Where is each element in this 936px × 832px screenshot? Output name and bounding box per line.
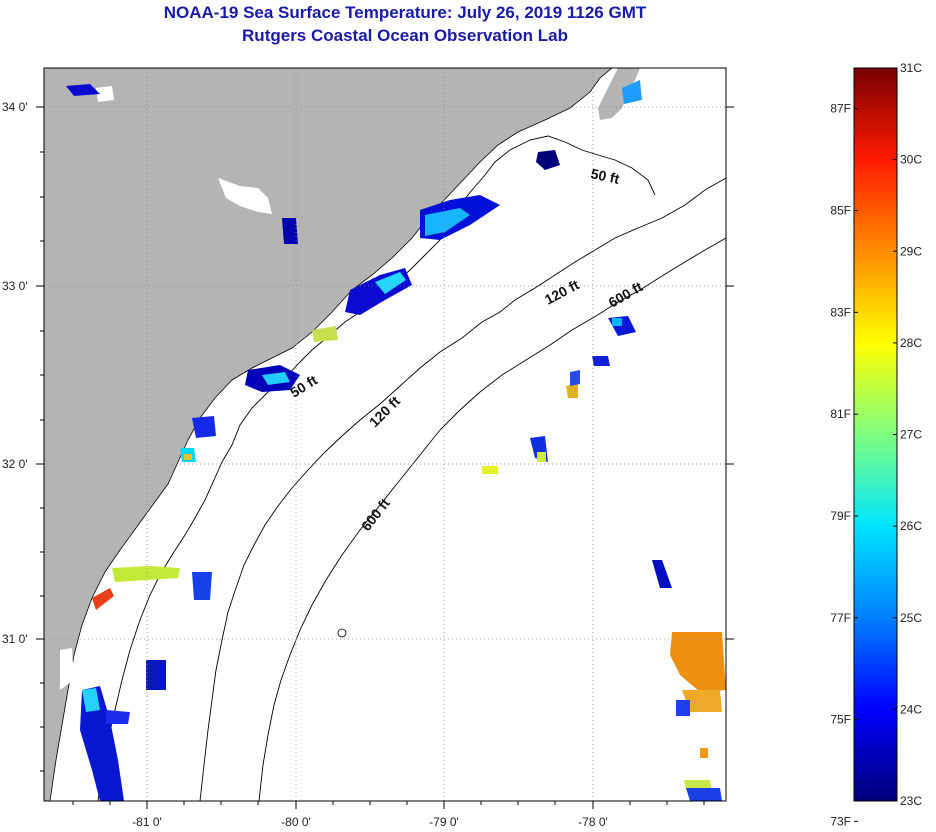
lat-label-34: 34 0': [2, 100, 28, 114]
axis-ticks: [36, 106, 734, 809]
colorbar-f-label: 73F: [830, 814, 851, 828]
colorbar-f-label: 75F: [830, 713, 851, 727]
lon-label-81: -81 0': [132, 815, 162, 829]
colorbar-f-label: 87F: [830, 102, 851, 116]
colorbar-c-label: 23C: [900, 794, 922, 808]
lon-label-78: -78 0': [578, 815, 608, 829]
sst-patches: [66, 80, 726, 801]
lat-label-32: 32 0': [2, 457, 28, 471]
lat-label-33: 33 0': [2, 279, 28, 293]
isobath-600ft: [258, 237, 726, 801]
colorbar-f-label: 79F: [830, 509, 851, 523]
colorbar-gradient: [853, 67, 898, 802]
colorbar-fahrenheit-labels: 87F 85F 83F 81F 79F 77F 75F 73F: [830, 102, 858, 828]
contour-label-50ft-north: 50 ft: [589, 165, 621, 187]
colorbar-c-label: 30C: [900, 153, 922, 167]
colorbar-c-label: 24C: [900, 702, 922, 716]
colorbar-c-label: 28C: [900, 336, 922, 350]
map-frame: [43, 67, 727, 802]
lon-label-79: -79 0': [429, 815, 459, 829]
colorbar-f-label: 77F: [830, 611, 851, 625]
colorbar-c-label: 26C: [900, 519, 922, 533]
colorbar-f-label: 81F: [830, 407, 851, 421]
colorbar-c-label: 29C: [900, 244, 922, 258]
colorbar-f-label: 85F: [830, 204, 851, 218]
colorbar-f-label: 83F: [830, 305, 851, 319]
lon-label-80: -80 0': [281, 815, 311, 829]
colorbar-celsius-labels: 31C 30C 29C 28C 27C 26C 25C 24C 23C: [893, 61, 922, 808]
map-title: NOAA-19 Sea Surface Temperature: July 26…: [163, 3, 647, 22]
grid-lines: [44, 68, 726, 801]
colorbar-c-label: 31C: [900, 61, 922, 75]
colorbar-c-label: 25C: [900, 611, 922, 625]
map-subtitle: Rutgers Coastal Ocean Observation Lab: [242, 26, 568, 45]
land-area: [44, 68, 612, 801]
lat-label-31: 31 0': [2, 632, 28, 646]
isobath-120ft: [199, 177, 726, 801]
colorbar-c-label: 27C: [900, 428, 922, 442]
